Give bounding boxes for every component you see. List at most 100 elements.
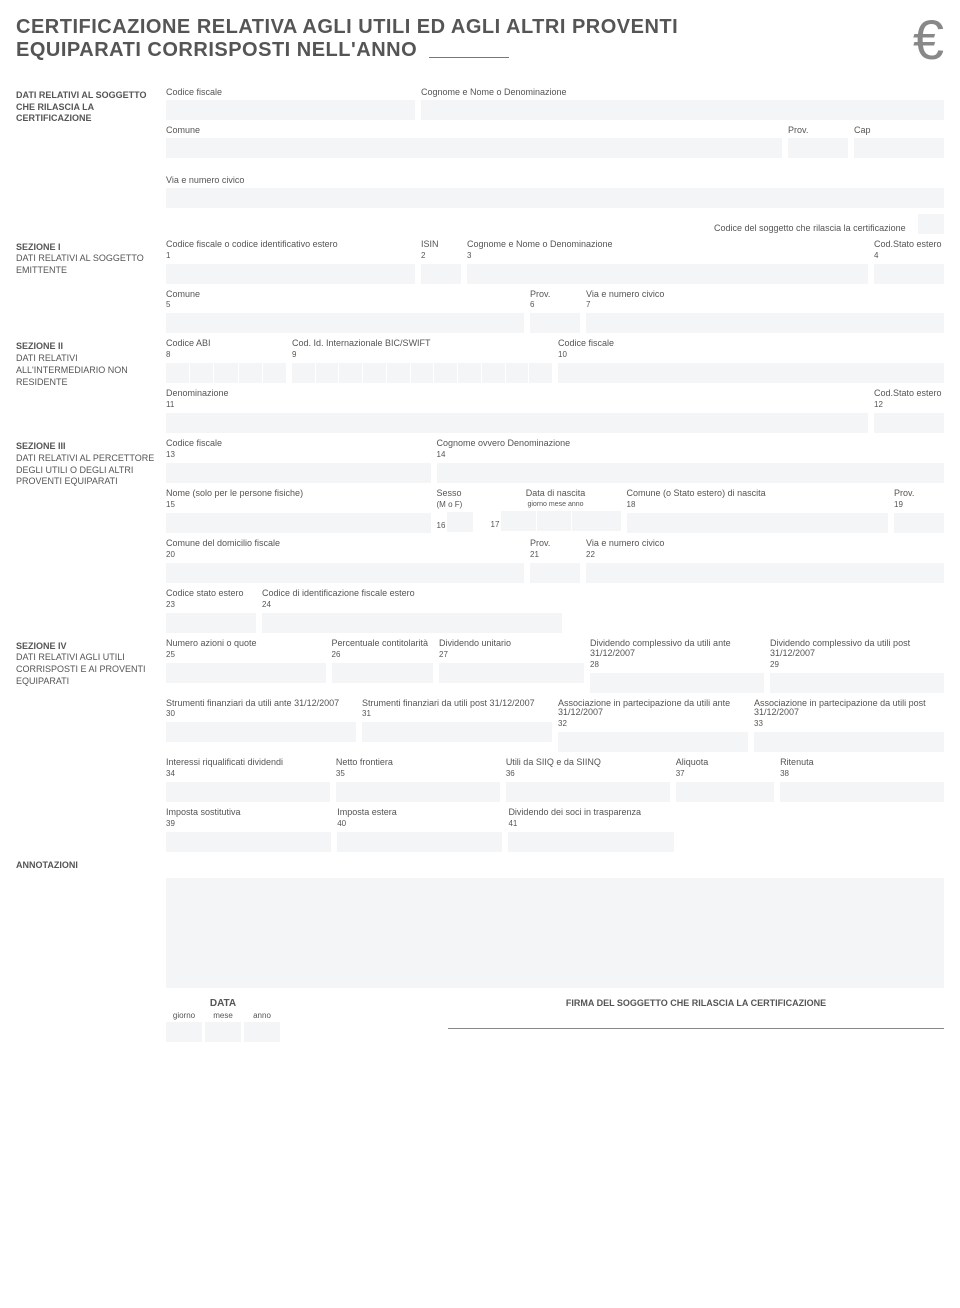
lbl-prov: Prov.: [788, 126, 848, 136]
input-12[interactable]: [874, 413, 944, 433]
annot-area[interactable]: [166, 878, 944, 988]
title-text: CERTIFICAZIONE RELATIVA AGLI UTILI ED AG…: [16, 16, 678, 62]
input-10[interactable]: [558, 363, 944, 383]
input-2[interactable]: [421, 264, 461, 284]
num-38: 38: [780, 770, 944, 778]
num-40: 40: [337, 820, 502, 828]
input-cap[interactable]: [854, 138, 944, 158]
input-40[interactable]: [337, 832, 502, 852]
input-24[interactable]: [262, 613, 562, 633]
num-6: 6: [530, 301, 580, 309]
lbl-s3-sub: DATI RELATIVI AL PERCETTORE DEGLI UTILI …: [16, 453, 160, 488]
input-25[interactable]: [166, 663, 326, 683]
input-7[interactable]: [586, 313, 944, 333]
num-37: 37: [676, 770, 774, 778]
input-15[interactable]: [166, 513, 431, 533]
input-13[interactable]: [166, 463, 431, 483]
num-17: 17: [491, 521, 500, 529]
input-comune[interactable]: [166, 138, 782, 158]
num-41: 41: [508, 820, 673, 828]
input-19[interactable]: [894, 513, 944, 533]
lbl-39: Imposta sostitutiva: [166, 808, 331, 818]
num-33: 33: [754, 720, 944, 728]
input-21[interactable]: [530, 563, 580, 583]
num-14: 14: [437, 451, 944, 459]
lbl-giorno: giorno: [166, 1011, 202, 1020]
lbl-30: Strumenti finanziari da utili ante 31/12…: [166, 699, 356, 709]
input-29[interactable]: [770, 673, 944, 693]
input-1[interactable]: [166, 264, 415, 284]
lbl-5: Comune: [166, 290, 524, 300]
input-27[interactable]: [439, 663, 584, 683]
input-data-a[interactable]: [244, 1022, 280, 1042]
lbl-34: Interessi riqualificati dividendi: [166, 758, 330, 768]
input-30[interactable]: [166, 722, 356, 742]
input-17[interactable]: [501, 511, 620, 531]
input-6[interactable]: [530, 313, 580, 333]
lbl-35: Netto frontiera: [336, 758, 500, 768]
input-prov[interactable]: [788, 138, 848, 158]
input-31[interactable]: [362, 722, 552, 742]
num-25: 25: [166, 651, 326, 659]
input-37[interactable]: [676, 782, 774, 802]
lbl-s4-sub: DATI RELATIVI AGLI UTILI CORRISPOSTI E A…: [16, 652, 160, 687]
input-3[interactable]: [467, 264, 868, 284]
input-26[interactable]: [332, 663, 434, 683]
input-33[interactable]: [754, 732, 944, 752]
lbl-17b: giorno mese anno: [491, 501, 621, 509]
lbl-3: Cognome e Nome o Denominazione: [467, 240, 868, 250]
input-data-g[interactable]: [166, 1022, 202, 1042]
input-18[interactable]: [627, 513, 888, 533]
num-16: 16: [437, 522, 446, 530]
lbl-s1: SEZIONE I: [16, 242, 160, 254]
input-41[interactable]: [508, 832, 673, 852]
input-32[interactable]: [558, 732, 748, 752]
lbl-10: Codice fiscale: [558, 339, 944, 349]
input-via[interactable]: [166, 188, 944, 208]
input-5[interactable]: [166, 313, 524, 333]
input-data-m[interactable]: [205, 1022, 241, 1042]
input-8[interactable]: [166, 363, 286, 383]
lbl-mese: mese: [205, 1011, 241, 1020]
lbl-26: Percentuale contitolarità: [332, 639, 434, 649]
input-16[interactable]: [447, 512, 473, 532]
side-rilascia: DATI RELATIVI AL SOGGETTO CHE RILASCIA L…: [16, 88, 166, 158]
input-22[interactable]: [586, 563, 944, 583]
input-39[interactable]: [166, 832, 331, 852]
input-9[interactable]: [292, 363, 552, 383]
lbl-cf: Codice fiscale: [166, 88, 415, 98]
num-32: 32: [558, 720, 748, 728]
num-36: 36: [506, 770, 670, 778]
input-36[interactable]: [506, 782, 670, 802]
input-23[interactable]: [166, 613, 256, 633]
input-cod-sogg[interactable]: [918, 214, 944, 234]
num-9: 9: [292, 351, 552, 359]
lbl-s1-sub: DATI RELATIVI AL SOGGETTO EMITTENTE: [16, 253, 160, 276]
lbl-s4: SEZIONE IV: [16, 641, 160, 653]
lbl-32: Associazione in partecipazione da utili …: [558, 699, 748, 719]
block-s4: SEZIONE IV DATI RELATIVI AGLI UTILI CORR…: [16, 639, 944, 852]
lbl-via: Via e numero civico: [166, 176, 944, 186]
input-cf[interactable]: [166, 100, 415, 120]
sig-line: [448, 1028, 944, 1029]
input-20[interactable]: [166, 563, 524, 583]
input-4[interactable]: [874, 264, 944, 284]
lbl-27: Dividendo unitario: [439, 639, 584, 649]
input-14[interactable]: [437, 463, 944, 483]
lbl-33: Associazione in partecipazione da utili …: [754, 699, 944, 719]
title-line2: EQUIPARATI CORRISPOSTI NELL'ANNO: [16, 39, 678, 62]
input-11[interactable]: [166, 413, 868, 433]
input-35[interactable]: [336, 782, 500, 802]
input-cognome[interactable]: [421, 100, 944, 120]
block-rilascia: DATI RELATIVI AL SOGGETTO CHE RILASCIA L…: [16, 88, 944, 158]
lbl-16a: Sesso: [437, 489, 485, 499]
num-24: 24: [262, 601, 562, 609]
input-34[interactable]: [166, 782, 330, 802]
lbl-41: Dividendo dei soci in trasparenza: [508, 808, 673, 818]
input-28[interactable]: [590, 673, 764, 693]
block-via: Via e numero civico Codice del soggetto …: [16, 176, 944, 234]
date-group: DATA giorno mese anno: [166, 998, 280, 1042]
num-5: 5: [166, 301, 524, 309]
num-21: 21: [530, 551, 580, 559]
input-38[interactable]: [780, 782, 944, 802]
